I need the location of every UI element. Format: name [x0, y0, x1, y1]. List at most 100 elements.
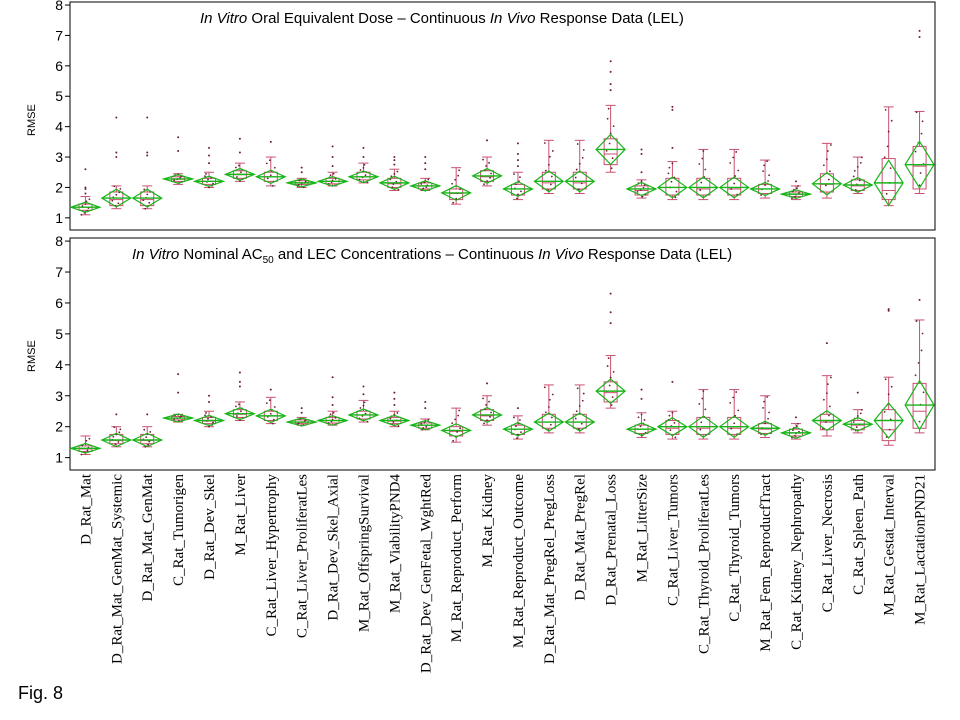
outlier-point [609, 60, 612, 63]
data-point [364, 174, 367, 177]
data-point [392, 183, 395, 185]
data-point [396, 170, 399, 173]
data-point [762, 170, 764, 173]
data-point [236, 415, 238, 417]
data-point [767, 180, 769, 182]
data-point [332, 411, 335, 414]
data-point [768, 411, 770, 414]
outlier-point [84, 186, 87, 189]
data-point [737, 169, 740, 172]
data-point [735, 391, 738, 393]
outlier-point [609, 311, 612, 314]
data-point [671, 411, 674, 414]
box [541, 413, 556, 429]
data-point [888, 428, 891, 431]
data-point [86, 449, 89, 452]
y-tick-label: 5 [55, 326, 63, 342]
data-point [700, 421, 703, 424]
data-point [88, 437, 91, 440]
outlier-point [300, 166, 303, 169]
data-point [794, 434, 796, 437]
outlier-point [331, 376, 334, 379]
data-point [764, 184, 766, 187]
plot-frame [69, 1, 936, 231]
bottom-panel: 1 2 3 4 5 6 7 8 [55, 233, 936, 471]
data-point [427, 178, 430, 181]
bottom-title-part: In Vitro [132, 246, 180, 263]
outlier-point [516, 159, 519, 162]
data-point [145, 436, 148, 439]
data-point [884, 108, 887, 111]
data-point [827, 178, 830, 181]
data-point [113, 185, 116, 188]
data-point [456, 431, 459, 433]
data-point [550, 175, 553, 178]
data-point [235, 405, 237, 408]
data-point [578, 405, 581, 407]
data-point [212, 421, 214, 424]
data-point [825, 392, 828, 395]
outlier-point [609, 292, 612, 295]
data-point [268, 399, 271, 402]
outlier-point [238, 380, 241, 383]
data-point [763, 400, 765, 403]
data-point [265, 162, 268, 165]
data-point [363, 401, 366, 404]
top-title-part: In Vivo [489, 10, 536, 27]
data-point [609, 376, 612, 379]
box [727, 416, 742, 435]
data-point [824, 184, 827, 187]
data-point [611, 396, 614, 398]
data-point [889, 167, 892, 170]
data-point [612, 125, 615, 127]
data-point [855, 426, 858, 428]
data-point [452, 201, 455, 204]
data-point [207, 417, 209, 420]
outlier-point [84, 192, 87, 195]
data-point [887, 393, 890, 396]
outlier-point [671, 380, 674, 383]
data-point [611, 157, 614, 160]
data-point [544, 169, 547, 172]
outlier-point [516, 142, 519, 145]
x-tick-label: D_Rat_Mat [78, 473, 94, 545]
outlier-point [331, 156, 334, 159]
data-point [520, 431, 522, 434]
outlier-point [115, 413, 118, 416]
data-point [142, 199, 145, 202]
data-point [674, 196, 677, 199]
data-point [483, 183, 485, 186]
data-point [829, 376, 832, 379]
data-point [764, 422, 766, 425]
x-tick-label: D_Rat_Mat_GenMat_Systemic [109, 474, 125, 664]
outlier-point [177, 373, 180, 376]
x-tick-label: M_Rat_Gestat_Interval [882, 474, 898, 616]
x-tick-label: M_Rat_Reproduct_Perform [449, 474, 465, 643]
outlier-point [269, 140, 272, 143]
y-tick-label: 5 [55, 88, 63, 104]
data-point [112, 435, 115, 438]
x-tick-label: M_Rat_Kidney [480, 474, 496, 568]
data-point [699, 189, 702, 191]
outlier-point [393, 404, 396, 407]
data-point [513, 173, 515, 176]
data-point [852, 421, 855, 423]
x-tick-label: C_Rat_Thyroid_Tumors [727, 474, 743, 622]
outlier-point [825, 342, 828, 345]
outlier-point [238, 371, 241, 374]
x-tick-label: M_Rat_Liver [233, 474, 249, 556]
data-point [329, 413, 332, 416]
data-point [488, 400, 490, 403]
data-point [860, 409, 863, 411]
data-point [115, 193, 118, 196]
outlier-point [146, 413, 149, 416]
data-point [397, 425, 400, 427]
box [572, 413, 587, 429]
data-point [797, 185, 799, 187]
data-point [675, 190, 678, 193]
x-tick-label: M_Rat_LitterSize [635, 474, 651, 583]
data-point [794, 195, 796, 198]
data-point [827, 414, 830, 417]
outlier-point [115, 151, 118, 154]
data-point [575, 168, 578, 171]
